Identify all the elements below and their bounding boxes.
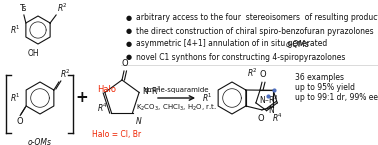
Text: Halo: Halo bbox=[97, 85, 116, 94]
Text: N–R$^3$: N–R$^3$ bbox=[259, 94, 279, 106]
Text: $R^4$: $R^4$ bbox=[272, 112, 283, 124]
Text: $R^2$: $R^2$ bbox=[60, 68, 71, 80]
Text: o-QMs: o-QMs bbox=[285, 39, 310, 48]
Text: O: O bbox=[17, 117, 23, 126]
Text: O: O bbox=[257, 114, 264, 123]
Text: arbitrary access to the four  stereoisomers  of resulting product: arbitrary access to the four stereoisome… bbox=[136, 13, 378, 22]
Text: up to 95% yield: up to 95% yield bbox=[295, 83, 355, 92]
Text: 36 examples: 36 examples bbox=[295, 73, 344, 82]
Text: OH: OH bbox=[27, 49, 39, 58]
Text: $R^1$: $R^1$ bbox=[10, 24, 21, 36]
Text: ●: ● bbox=[126, 54, 132, 60]
Text: novel C1 synthons for constructing 4-spiropyrazolones: novel C1 synthons for constructing 4-spi… bbox=[136, 52, 345, 61]
Text: the direct construction of chiral spiro-benzofuran pyrazolones: the direct construction of chiral spiro-… bbox=[136, 27, 373, 36]
Text: +: + bbox=[76, 90, 88, 106]
Text: $R^1$: $R^1$ bbox=[202, 92, 213, 104]
Text: $R^4$: $R^4$ bbox=[98, 102, 108, 114]
Text: O: O bbox=[122, 59, 128, 68]
Text: $R^2$: $R^2$ bbox=[57, 2, 68, 14]
Text: asymmetric [4+1] annulation of in situ generated: asymmetric [4+1] annulation of in situ g… bbox=[136, 39, 330, 48]
Text: $R^1$: $R^1$ bbox=[10, 92, 21, 104]
Text: ●: ● bbox=[126, 28, 132, 34]
Text: $\overset{}{N}$: $\overset{}{N}$ bbox=[135, 115, 142, 127]
Text: up to 99:1 dr, 99% ee: up to 99:1 dr, 99% ee bbox=[295, 93, 378, 102]
Text: Halo = Cl, Br: Halo = Cl, Br bbox=[93, 130, 142, 139]
Text: K$_2$CO$_3$, CHCl$_3$, H$_2$O, r.t.: K$_2$CO$_3$, CHCl$_3$, H$_2$O, r.t. bbox=[136, 103, 217, 113]
Text: ●: ● bbox=[126, 41, 132, 47]
Text: Ts: Ts bbox=[20, 4, 28, 13]
Text: o-QMs: o-QMs bbox=[28, 138, 51, 145]
Text: ●: ● bbox=[126, 15, 132, 21]
Text: N–R$^3$: N–R$^3$ bbox=[142, 84, 162, 97]
Text: N: N bbox=[269, 106, 274, 115]
Text: amine-squaramide: amine-squaramide bbox=[144, 87, 209, 93]
Text: $R^2$: $R^2$ bbox=[247, 67, 258, 79]
Text: O: O bbox=[260, 70, 266, 79]
